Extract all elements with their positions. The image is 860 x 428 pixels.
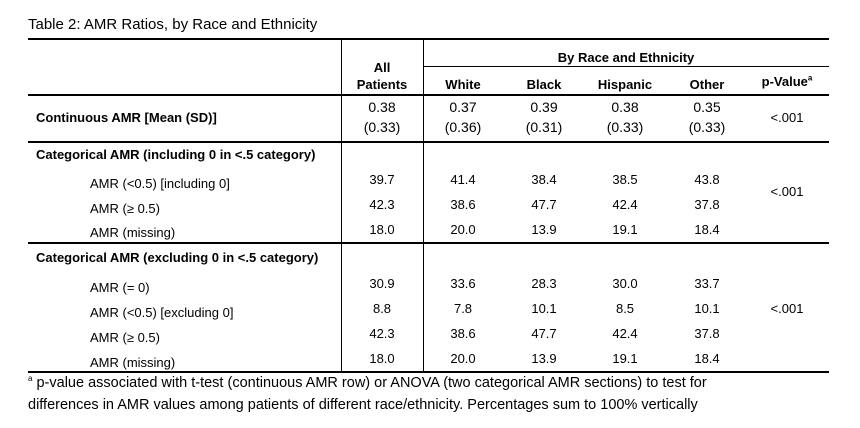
continuous-pvalue: <.001 [770,110,804,125]
pvalue-label: p-Value [761,74,808,89]
s2-row1-label: AMR (= 0) [90,280,150,295]
continuous-sd-hispanic: (0.33) [606,119,644,135]
s2-row2-label: AMR (<0.5) [excluding 0] [90,305,234,320]
s2-row1-all: 30.9 [369,276,395,291]
s2-row3-hispanic: 42.4 [612,326,638,341]
s2-row3-black: 47.7 [531,326,557,341]
s2-row1-white: 33.6 [450,276,476,291]
s1-row1-white: 41.4 [450,172,476,187]
header-group-label: By Race and Ethnicity [557,50,695,65]
s1-row2-hispanic: 42.4 [612,197,638,212]
footnote-text1: p-value associated with t-test (continuo… [32,375,707,391]
s2-row1-hispanic: 30.0 [612,276,638,291]
s2-row4-black: 13.9 [531,351,557,366]
continuous-mean-black: 0.39 [530,99,558,115]
s2-row3-other: 37.8 [694,326,720,341]
s2-row1-other: 33.7 [694,276,720,291]
continuous-mean-all: 0.38 [368,99,396,115]
s2-row2-all: 8.8 [372,301,392,316]
s2-row2-other: 10.1 [694,301,720,316]
s1-row1-other: 43.8 [694,172,720,187]
pvalue-superscript: a [807,73,813,83]
section2-pvalue: <.001 [770,301,804,316]
s2-row3-all: 42.3 [369,326,395,341]
header-pvalue: p-Valuea [762,74,813,89]
s1-row1-label: AMR (<0.5) [including 0] [90,176,230,191]
s2-row2-black: 10.1 [531,301,557,316]
continuous-mean-white: 0.37 [449,99,477,115]
header-all-line2: Patients [356,77,408,92]
s1-row3-all: 18.0 [369,222,395,237]
continuous-sd-all: (0.33) [363,119,401,135]
s1-row3-label: AMR (missing) [90,225,176,240]
continuous-sd-other: (0.33) [688,119,726,135]
s2-row3-white: 38.6 [450,326,476,341]
continuous-mean-hispanic: 0.38 [611,99,639,115]
s1-row1-black: 38.4 [531,172,557,187]
s1-row2-all: 42.3 [369,197,395,212]
top-rule [28,38,829,40]
header-white: White [445,77,481,92]
s2-row4-white: 20.0 [450,351,476,366]
s2-row4-label: AMR (missing) [90,355,176,370]
header-other: Other [689,77,725,92]
group-underline [424,66,829,67]
header-bottom-rule [28,94,829,96]
s1-row2-white: 38.6 [450,197,476,212]
header-all-line1: All [373,60,391,75]
continuous-bottom-rule [28,141,829,143]
s2-row4-all: 18.0 [369,351,395,366]
s2-row3-label: AMR (≥ 0.5) [90,330,160,345]
continuous-sd-black: (0.31) [525,119,563,135]
vertical-rule-left [341,38,342,372]
s2-row2-white: 7.8 [453,301,473,316]
continuous-sd-white: (0.36) [444,119,482,135]
footnote-marker: a [28,374,33,384]
vertical-rule-right [423,38,424,372]
s2-row2-hispanic: 8.5 [615,301,635,316]
s2-row4-other: 18.4 [694,351,720,366]
s1-row3-white: 20.0 [450,222,476,237]
section1-bottom-rule [28,242,829,244]
footnote-line2: differences in AMR values among patients… [28,397,698,413]
s1-row1-hispanic: 38.5 [612,172,638,187]
table-title: Table 2: AMR Ratios, by Race and Ethnici… [28,16,318,33]
header-hispanic: Hispanic [597,77,653,92]
continuous-label: Continuous AMR [Mean (SD)] [36,110,217,125]
s2-row4-hispanic: 19.1 [612,351,638,366]
s1-row1-all: 39.7 [369,172,395,187]
s1-row3-black: 13.9 [531,222,557,237]
table-bottom-rule [28,371,829,373]
header-black: Black [526,77,562,92]
s1-row2-black: 47.7 [531,197,557,212]
s1-row2-other: 37.8 [694,197,720,212]
continuous-mean-other: 0.35 [693,99,721,115]
footnote-line1: a p-value associated with t-test (contin… [28,375,707,391]
s1-row2-label: AMR (≥ 0.5) [90,201,160,216]
section1-label: Categorical AMR (including 0 in <.5 cate… [36,147,316,162]
s2-row1-black: 28.3 [531,276,557,291]
s1-row3-hispanic: 19.1 [612,222,638,237]
s1-row3-other: 18.4 [694,222,720,237]
section1-pvalue: <.001 [770,184,804,199]
section2-label: Categorical AMR (excluding 0 in <.5 cate… [36,250,319,265]
